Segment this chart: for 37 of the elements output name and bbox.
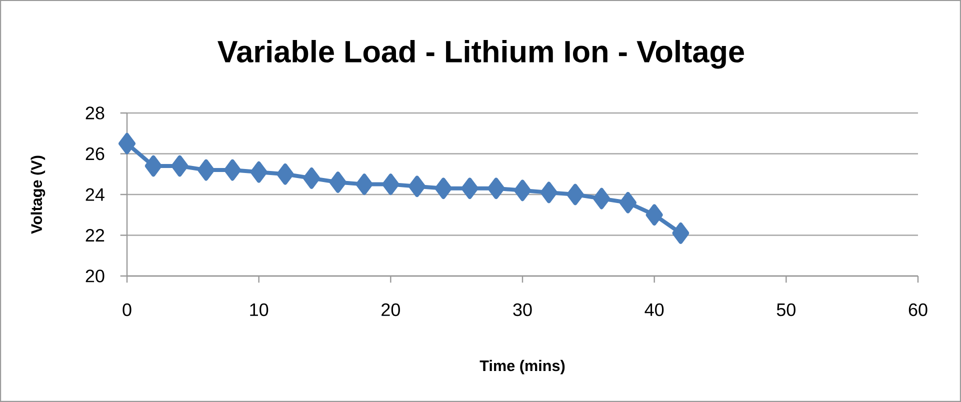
point [434, 178, 452, 200]
y-tick-label: 24 [86, 188, 104, 201]
x-tick-label: 10 [250, 303, 268, 316]
point [171, 155, 188, 177]
point [250, 161, 268, 183]
point [356, 174, 373, 195]
x-tick-label: 0 [122, 303, 132, 316]
x-axis-title: Time (mins) [480, 360, 565, 374]
point [672, 222, 690, 244]
point [514, 180, 531, 202]
x-tick-label: 40 [644, 303, 664, 316]
point [118, 132, 136, 154]
point [329, 172, 346, 193]
point [198, 159, 215, 181]
point [224, 159, 241, 181]
point [408, 176, 426, 198]
chart-title: Variable Load - Lithium Ion - Voltage [218, 40, 744, 69]
x-tick-label: 20 [382, 303, 400, 316]
point [566, 184, 584, 206]
x-tick-label: 50 [776, 303, 796, 316]
point [619, 192, 636, 214]
point [593, 188, 610, 210]
point [461, 178, 478, 200]
point [646, 204, 663, 226]
y-tick-label: 22 [86, 228, 104, 242]
y-tick-label: 28 [86, 106, 104, 120]
point [488, 178, 505, 200]
point [303, 168, 320, 189]
x-tick-label: 60 [908, 303, 928, 316]
y-tick-label: 26 [86, 147, 104, 160]
y-axis-title: Voltage (V) [30, 156, 46, 234]
y-tick-label: 20 [86, 270, 104, 282]
point [276, 163, 294, 185]
point [382, 174, 400, 195]
point [144, 155, 162, 177]
point [540, 182, 558, 204]
x-tick-label: 30 [513, 303, 532, 316]
